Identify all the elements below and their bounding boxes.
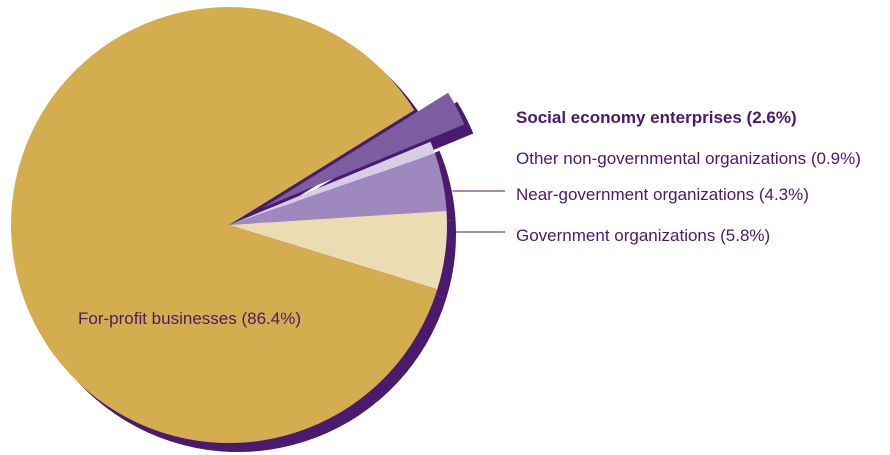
label-near-government-organizations: Near-government organizations (4.3%) (516, 185, 809, 204)
leader-line-layer (452, 190, 505, 233)
label-social-economy-enterprises: Social economy enterprises (2.6%) (516, 108, 797, 127)
label-for-profit-businesses: For-profit businesses (86.4%) (78, 309, 301, 328)
slice-other-non-governmental-organizations (229, 141, 435, 225)
slice-near-government-organizations (229, 153, 447, 225)
slice-government-organizations (229, 210, 448, 290)
label-other-non-governmental-organizations: Other non-governmental organizations (0.… (516, 149, 861, 168)
pie-slice-layer (11, 6, 465, 443)
label-layer: For-profit businesses (86.4%) Social eco… (78, 108, 861, 328)
label-government-organizations: Government organizations (5.8%) (516, 226, 770, 245)
slice-social-economy-enterprises (262, 92, 465, 208)
slice-for-profit-businesses (11, 6, 438, 443)
